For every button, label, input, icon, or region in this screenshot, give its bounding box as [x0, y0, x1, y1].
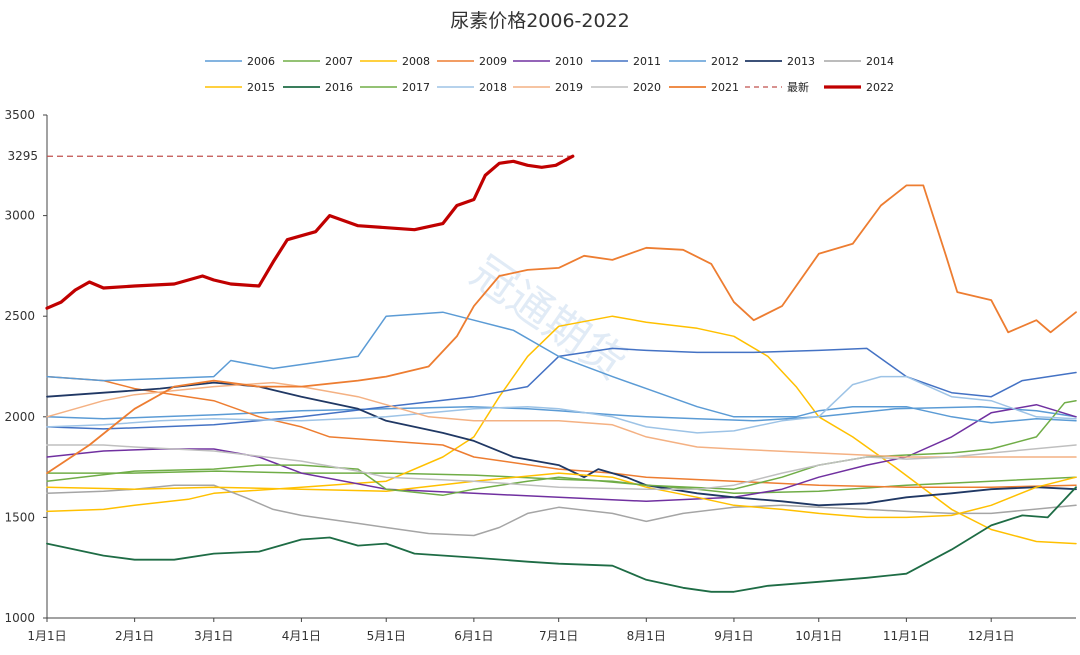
- series-line-2019: [46, 381, 1077, 458]
- y-tick-label: 2000: [4, 410, 35, 424]
- x-tick-label: 7月1日: [539, 629, 578, 643]
- y-tick-label: 1500: [4, 510, 35, 524]
- x-tick-label: 9月1日: [714, 629, 753, 643]
- series-line-2017: [46, 399, 1077, 497]
- series-line-2015: [46, 472, 1077, 519]
- legend-label: 2015: [247, 81, 275, 94]
- x-tick-label: 5月1日: [367, 629, 406, 643]
- x-tick-label: 3月1日: [194, 629, 233, 643]
- axes: 1000 1500 2000 2500 3000 3500 3295 1月1日 2月1日 3月1日…: [4, 108, 1076, 643]
- series-line-2010: [46, 403, 1077, 503]
- series-line-2014: [46, 484, 1077, 537]
- legend-label: 2018: [479, 81, 507, 94]
- legend-label: 2017: [402, 81, 430, 94]
- x-tick-label: 1月1日: [27, 629, 66, 643]
- legend-label: 2012: [711, 55, 739, 68]
- series-line-2022: [45, 154, 575, 310]
- legend-label: 最新: [787, 80, 809, 94]
- legend-label: 2019: [555, 81, 583, 94]
- x-tick-label: 12月1日: [968, 629, 1015, 643]
- y-tick-label: 3500: [4, 108, 35, 122]
- y-latest-label: 3295: [7, 149, 38, 163]
- legend-label: 2013: [787, 55, 815, 68]
- y-tick-label: 3000: [4, 209, 35, 223]
- legend-label: 2020: [633, 81, 661, 94]
- series-line-2007: [46, 470, 1077, 495]
- legend-label: 2011: [633, 55, 661, 68]
- y-tick-label: 2500: [4, 309, 35, 323]
- series-line-2016: [46, 486, 1077, 593]
- legend-label: 2016: [325, 81, 353, 94]
- x-tick-label: 4月1日: [282, 629, 321, 643]
- series-line-2009: [46, 375, 1077, 488]
- chart-title: 尿素价格2006-2022: [450, 10, 630, 32]
- legend-label: 2010: [555, 55, 583, 68]
- series-line-2020: [46, 444, 1077, 490]
- legend-label: 2006: [247, 55, 275, 68]
- x-tick-label: 8月1日: [627, 629, 666, 643]
- x-tick-label: 2月1日: [115, 629, 154, 643]
- series-layer: [45, 154, 1077, 593]
- series-line-2012: [46, 311, 1077, 424]
- x-tick-label: 10月1日: [795, 629, 842, 643]
- x-tick-label: 6月1日: [454, 629, 493, 643]
- series-line-2021: [46, 184, 1077, 474]
- legend-label: 2007: [325, 55, 353, 68]
- legend-label: 2022: [866, 81, 894, 94]
- series-line-2008: [46, 315, 1077, 545]
- legend-label: 2021: [711, 81, 739, 94]
- series-line-2011: [46, 347, 1077, 430]
- legend-label: 2008: [402, 55, 430, 68]
- y-tick-label: 1000: [4, 611, 35, 625]
- series-line-2013: [46, 381, 1077, 507]
- legend-label: 2014: [866, 55, 894, 68]
- legend-label: 2009: [479, 55, 507, 68]
- x-tick-label: 11月1日: [883, 629, 930, 643]
- series-line-2018: [46, 375, 1077, 434]
- legend: 2006 2007 2008 2009 2010 2011 2012 2013 2014 2015…: [205, 55, 894, 94]
